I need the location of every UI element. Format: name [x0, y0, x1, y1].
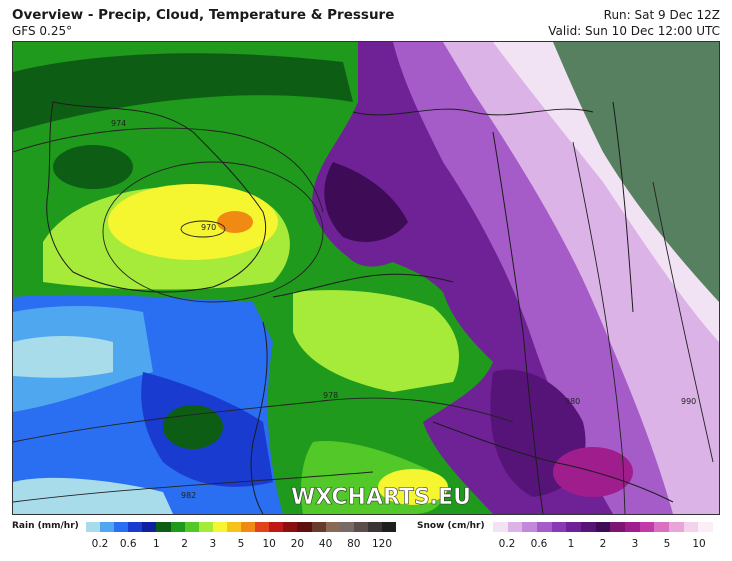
rain-lightest-south	[13, 477, 173, 514]
snow-swatch	[639, 522, 655, 532]
snow-tick-label: 3	[631, 538, 639, 550]
snow-colorbar	[493, 522, 714, 532]
snow-tick-label: 0.6	[530, 538, 548, 550]
rain-swatch	[241, 522, 256, 532]
cloud-region	[553, 42, 719, 302]
rain-tick-label: 0.2	[91, 538, 109, 550]
rain-swatch	[269, 522, 284, 532]
rain-swatch	[128, 522, 143, 532]
rain-swatch	[100, 522, 115, 532]
weather-map[interactable]: 974 970 978 982 980 990 WXCHARTS.EU	[12, 41, 720, 515]
rain-swatch	[86, 522, 101, 532]
watermark: WXCHARTS.EU	[291, 485, 471, 510]
run-time: Run: Sat 9 Dec 12Z	[603, 8, 720, 22]
rain-tick-label: 20	[290, 538, 305, 550]
rain-darkgreen-north	[13, 53, 353, 132]
rain-swatch	[353, 522, 368, 532]
coastlines	[46, 101, 674, 514]
isobars	[13, 127, 714, 514]
snow-tick-label: 5	[663, 538, 671, 550]
snow-swatch	[654, 522, 670, 532]
snow-swatch	[493, 522, 508, 532]
snow-tick-label: 10	[692, 538, 706, 550]
rain-swatch	[339, 522, 354, 532]
rain-tick-label: 10	[262, 538, 276, 550]
isobar-label-970: 970	[201, 223, 216, 232]
rain-swatch	[170, 522, 185, 532]
rain-tick-label: 80	[347, 538, 361, 550]
rain-swatch	[212, 522, 227, 532]
rain-tick-label: 0.6	[119, 538, 137, 550]
rain-swatch	[184, 522, 199, 532]
rain-swatch	[142, 522, 157, 532]
snow-swatch	[581, 522, 596, 532]
snow-legend-title: Snow (cm/hr)	[417, 521, 485, 531]
rain-tick-label: 5	[237, 538, 245, 550]
rain-swatch	[226, 522, 242, 532]
rain-lightgreen-east	[293, 290, 459, 392]
rain-tick-label: 120	[371, 538, 393, 550]
rain-tick-label: 40	[318, 538, 333, 550]
rain-colorbar	[86, 522, 397, 532]
isobar-label-980: 980	[565, 397, 580, 406]
snow-swatch	[595, 522, 611, 532]
snow-swatch	[698, 522, 714, 532]
rain-swatch	[156, 522, 171, 532]
isobar-label-982: 982	[181, 491, 196, 500]
snow-swatch	[522, 522, 538, 532]
rain-swatch	[381, 522, 397, 532]
rain-swatch	[325, 522, 340, 532]
isobar-label-974: 974	[111, 119, 126, 128]
snow-swatch	[669, 522, 684, 532]
snow-swatch	[551, 522, 567, 532]
model-label: GFS 0.25°	[12, 24, 73, 38]
rain-swatch	[311, 522, 326, 532]
isobar-label-978: 978	[323, 391, 338, 400]
rain-swatch	[367, 522, 382, 532]
chart-title: Overview - Precip, Cloud, Temperature & …	[12, 7, 395, 23]
rain-tick-label: 1	[153, 538, 160, 550]
snow-tick-label: 1	[567, 538, 575, 550]
rain-swatch	[297, 522, 312, 532]
snow-dark-core	[324, 162, 408, 242]
rain-swatch	[255, 522, 270, 532]
snow-tick-label: 2	[599, 538, 607, 550]
rain-tick-label: 2	[181, 538, 188, 550]
rain-darkgreen-west	[53, 145, 133, 189]
snow-swatch	[507, 522, 523, 532]
valid-time: Valid: Sun 10 Dec 12:00 UTC	[548, 24, 720, 38]
rain-orange-core	[217, 211, 253, 233]
snow-swatch	[537, 522, 552, 532]
rain-swatch	[283, 522, 298, 532]
snow-swatch	[683, 522, 699, 532]
snow-swatch	[566, 522, 582, 532]
rain-yellow-south	[378, 469, 448, 505]
rain-tick-label: 3	[209, 538, 217, 550]
snow-swatch	[625, 522, 640, 532]
isobar-label-990: 990	[681, 397, 696, 406]
snow-swatch	[610, 522, 626, 532]
snow-tick-label: 0.2	[498, 538, 516, 550]
rain-swatch	[198, 522, 213, 532]
rain-lightest-region	[13, 336, 113, 378]
rain-darkgreen-spot	[163, 405, 223, 449]
rain-legend-title: Rain (mm/hr)	[12, 521, 79, 531]
rain-swatch	[114, 522, 129, 532]
